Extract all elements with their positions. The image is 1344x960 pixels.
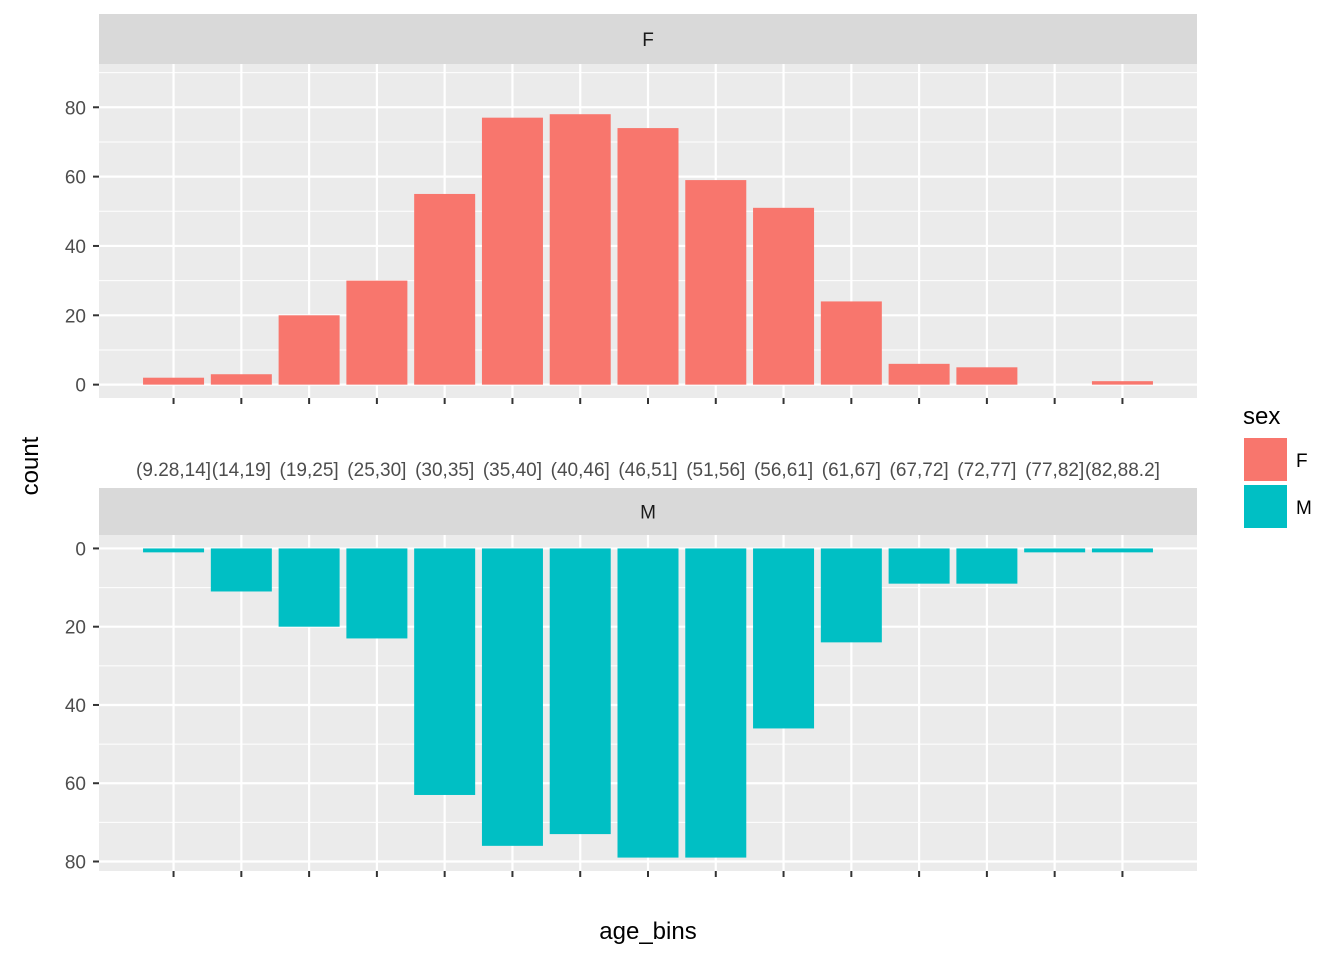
facet-strip-label: M	[640, 503, 656, 524]
legend-key-m	[1244, 485, 1287, 528]
bar-f-(72,77]	[956, 367, 1018, 385]
x-tick-label: (9.28,14]	[136, 460, 211, 481]
bar-m-(56,61]	[753, 548, 815, 729]
bar-m-(25,30]	[346, 548, 408, 639]
x-tick-label: (51,56]	[686, 460, 745, 481]
facet-strip	[99, 14, 1197, 64]
x-tick-label: (82,88.2]	[1085, 460, 1160, 481]
facet-strip-label: F	[642, 30, 654, 51]
bar-f-(9.28,14]	[143, 377, 205, 385]
x-tick-label: (56,61]	[754, 460, 813, 481]
facet-panels: F 0 20 40 60 80 M 0 20 40 60 80 (9.28,14] (14,19] (19,…	[65, 14, 1197, 877]
legend-key-f	[1244, 438, 1287, 481]
x-tick-label: (46,51]	[618, 460, 677, 481]
bar-f-(82,88.2]	[1091, 381, 1153, 385]
bar-m-(30,35]	[414, 548, 476, 795]
bar-m-(61,67]	[820, 548, 882, 643]
y-tick-label: 60	[65, 774, 86, 795]
x-tick-label: (19,25]	[280, 460, 339, 481]
x-tick-label: (61,67]	[822, 460, 881, 481]
bar-f-(61,67]	[820, 301, 882, 385]
bar-m-(35,40]	[481, 548, 543, 846]
bar-m-(14,19]	[210, 548, 272, 592]
bar-m-(67,72]	[888, 548, 950, 584]
bar-f-(14,19]	[210, 374, 272, 385]
bar-m-(19,25]	[278, 548, 340, 627]
bar-f-(40,46]	[549, 114, 611, 385]
bar-f-(30,35]	[414, 193, 476, 385]
y-tick-label: 80	[65, 852, 86, 873]
facet-m: M 0 20 40 60 80	[65, 488, 1197, 877]
x-axis-title: age_bins	[599, 918, 696, 945]
bar-m-(51,56]	[685, 548, 747, 858]
y-tick-label: 20	[65, 618, 86, 639]
bar-f-(25,30]	[346, 280, 408, 385]
bar-f-(67,72]	[888, 363, 950, 385]
x-tick-label: (40,46]	[551, 460, 610, 481]
bar-m-(72,77]	[956, 548, 1018, 584]
bar-m-(77,82]	[1024, 548, 1086, 553]
y-tick-label: 60	[65, 168, 86, 189]
x-tick-label: (77,82]	[1025, 460, 1084, 481]
bar-f-(51,56]	[685, 180, 747, 385]
bar-f-(56,61]	[753, 207, 815, 385]
y-tick-label: 40	[65, 696, 86, 717]
y-tick-label: 20	[65, 306, 86, 327]
y-axis-title: count	[17, 436, 44, 495]
y-tick-label: 80	[65, 98, 86, 119]
facet-f: F 0 20 40 60 80	[65, 14, 1197, 404]
y-tick-label: 40	[65, 237, 86, 258]
legend-label-f: F	[1296, 451, 1308, 472]
bar-f-(46,51]	[617, 128, 679, 385]
x-tick-label: (35,40]	[483, 460, 542, 481]
bar-f-(35,40]	[481, 117, 543, 385]
x-tick-label: (30,35]	[415, 460, 474, 481]
legend-label-m: M	[1296, 498, 1312, 519]
y-tick-label: 0	[75, 539, 86, 560]
bar-m-(9.28,14]	[143, 548, 205, 553]
x-tick-label: (67,72]	[890, 460, 949, 481]
x-tick-label: (14,19]	[212, 460, 271, 481]
legend-title: sex	[1243, 403, 1280, 430]
bar-m-(46,51]	[617, 548, 679, 858]
x-tick-label: (25,30]	[347, 460, 406, 481]
x-tick-label: (72,77]	[957, 460, 1016, 481]
bar-f-(19,25]	[278, 315, 340, 385]
y-tick-label: 0	[75, 376, 86, 397]
bar-m-(40,46]	[549, 548, 611, 835]
facet-strip	[99, 488, 1197, 535]
bar-m-(82,88.2]	[1091, 548, 1153, 553]
